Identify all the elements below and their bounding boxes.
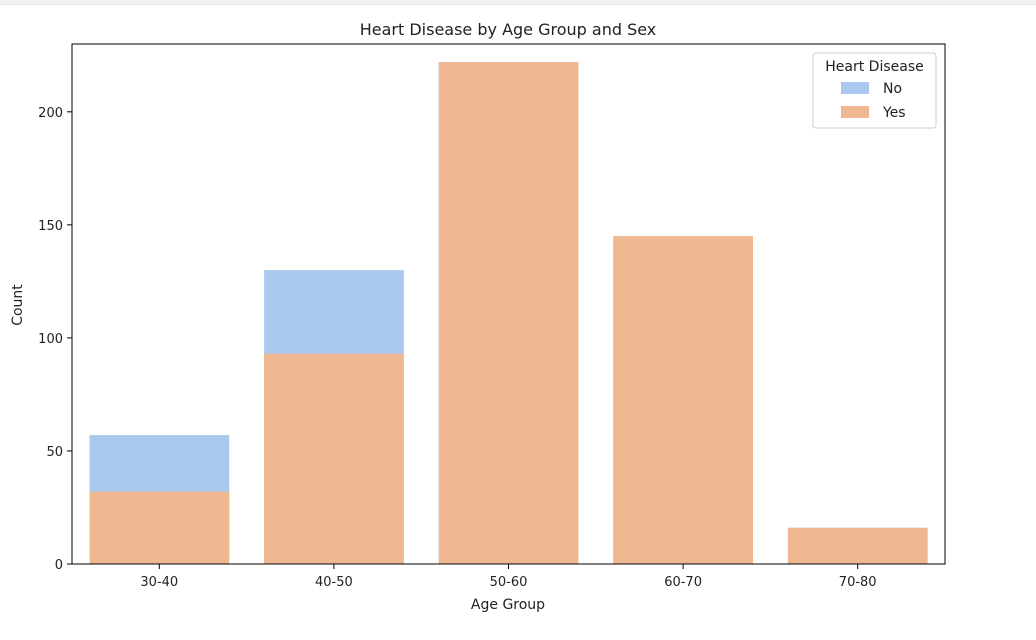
y-ticks-group: 0 50 100 150 200 [38, 106, 72, 573]
chart-title: Heart Disease by Age Group and Sex [360, 20, 657, 39]
bar-yes-50-60 [438, 62, 579, 564]
y-tick-label-150: 150 [38, 219, 63, 234]
x-tick-label-50-60: 50-60 [490, 575, 528, 590]
y-tick-label-50: 50 [46, 445, 63, 460]
bar-yes-60-70 [613, 236, 753, 564]
y-tick-label-0: 0 [55, 558, 63, 573]
bar-yes-40-50 [264, 353, 404, 564]
bar-yes-30-40 [89, 491, 230, 564]
legend: Heart Disease No Yes [812, 52, 937, 129]
x-tick-label-60-70: 60-70 [664, 575, 702, 590]
x-tick-label-40-50: 40-50 [315, 575, 353, 590]
legend-swatch-no [841, 82, 869, 94]
x-axis-label: Age Group [471, 597, 545, 613]
y-tick-label-200: 200 [38, 106, 63, 121]
x-ticks-group: 30-40 40-50 50-60 60-70 70-80 [140, 564, 877, 590]
y-tick-label-100: 100 [38, 332, 63, 347]
x-tick-label-70-80: 70-80 [839, 575, 877, 590]
legend-title: Heart Disease [825, 59, 923, 75]
x-tick-label-30-40: 30-40 [140, 575, 178, 590]
legend-label-yes: Yes [882, 105, 906, 121]
y-axis-label: Count [10, 284, 26, 326]
legend-label-no: No [883, 81, 902, 97]
legend-swatch-yes [841, 106, 869, 118]
bar-yes-70-80 [787, 527, 928, 564]
bars-group [89, 62, 928, 564]
top-divider [0, 0, 1036, 5]
